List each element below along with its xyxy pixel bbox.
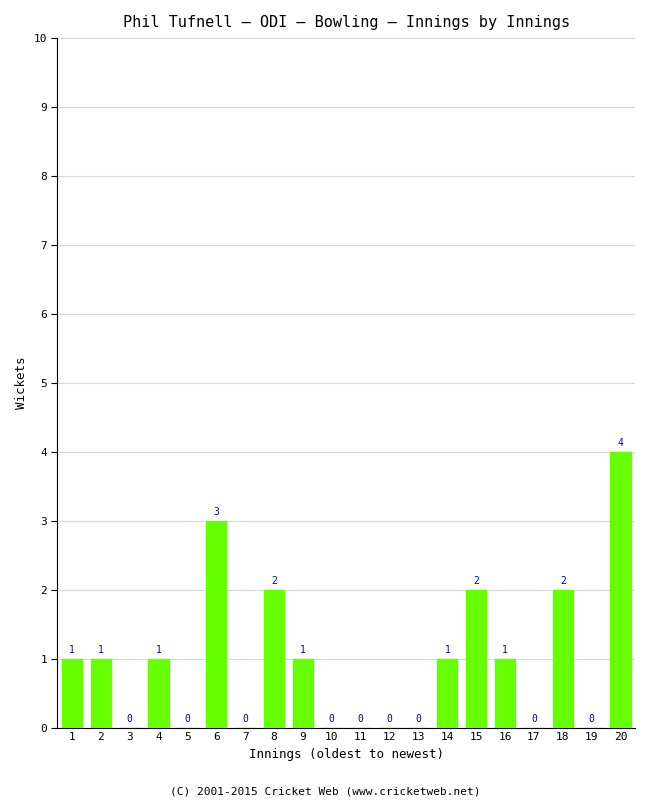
Bar: [292, 658, 313, 727]
Text: 0: 0: [127, 714, 133, 724]
Bar: [91, 658, 111, 727]
Text: 1: 1: [69, 645, 75, 655]
Text: 1: 1: [300, 645, 306, 655]
Text: 0: 0: [329, 714, 335, 724]
Text: 2: 2: [560, 576, 566, 586]
Text: 3: 3: [213, 507, 219, 518]
Text: 1: 1: [98, 645, 104, 655]
Text: 1: 1: [445, 645, 450, 655]
Text: 0: 0: [387, 714, 393, 724]
Text: 0: 0: [589, 714, 595, 724]
Bar: [610, 452, 630, 727]
Bar: [437, 658, 458, 727]
Bar: [62, 658, 82, 727]
Bar: [264, 590, 284, 727]
Y-axis label: Wickets: Wickets: [15, 357, 28, 409]
Text: (C) 2001-2015 Cricket Web (www.cricketweb.net): (C) 2001-2015 Cricket Web (www.cricketwe…: [170, 786, 480, 796]
Text: 4: 4: [618, 438, 623, 448]
Text: 1: 1: [502, 645, 508, 655]
Bar: [552, 590, 573, 727]
Text: 2: 2: [473, 576, 479, 586]
Text: 2: 2: [271, 576, 277, 586]
Text: 0: 0: [358, 714, 363, 724]
Text: 0: 0: [415, 714, 421, 724]
Title: Phil Tufnell – ODI – Bowling – Innings by Innings: Phil Tufnell – ODI – Bowling – Innings b…: [123, 15, 570, 30]
Text: 0: 0: [185, 714, 190, 724]
X-axis label: Innings (oldest to newest): Innings (oldest to newest): [249, 748, 444, 761]
Bar: [206, 521, 226, 727]
Text: 0: 0: [242, 714, 248, 724]
Bar: [495, 658, 515, 727]
Bar: [148, 658, 168, 727]
Text: 1: 1: [155, 645, 161, 655]
Bar: [466, 590, 486, 727]
Text: 0: 0: [531, 714, 537, 724]
